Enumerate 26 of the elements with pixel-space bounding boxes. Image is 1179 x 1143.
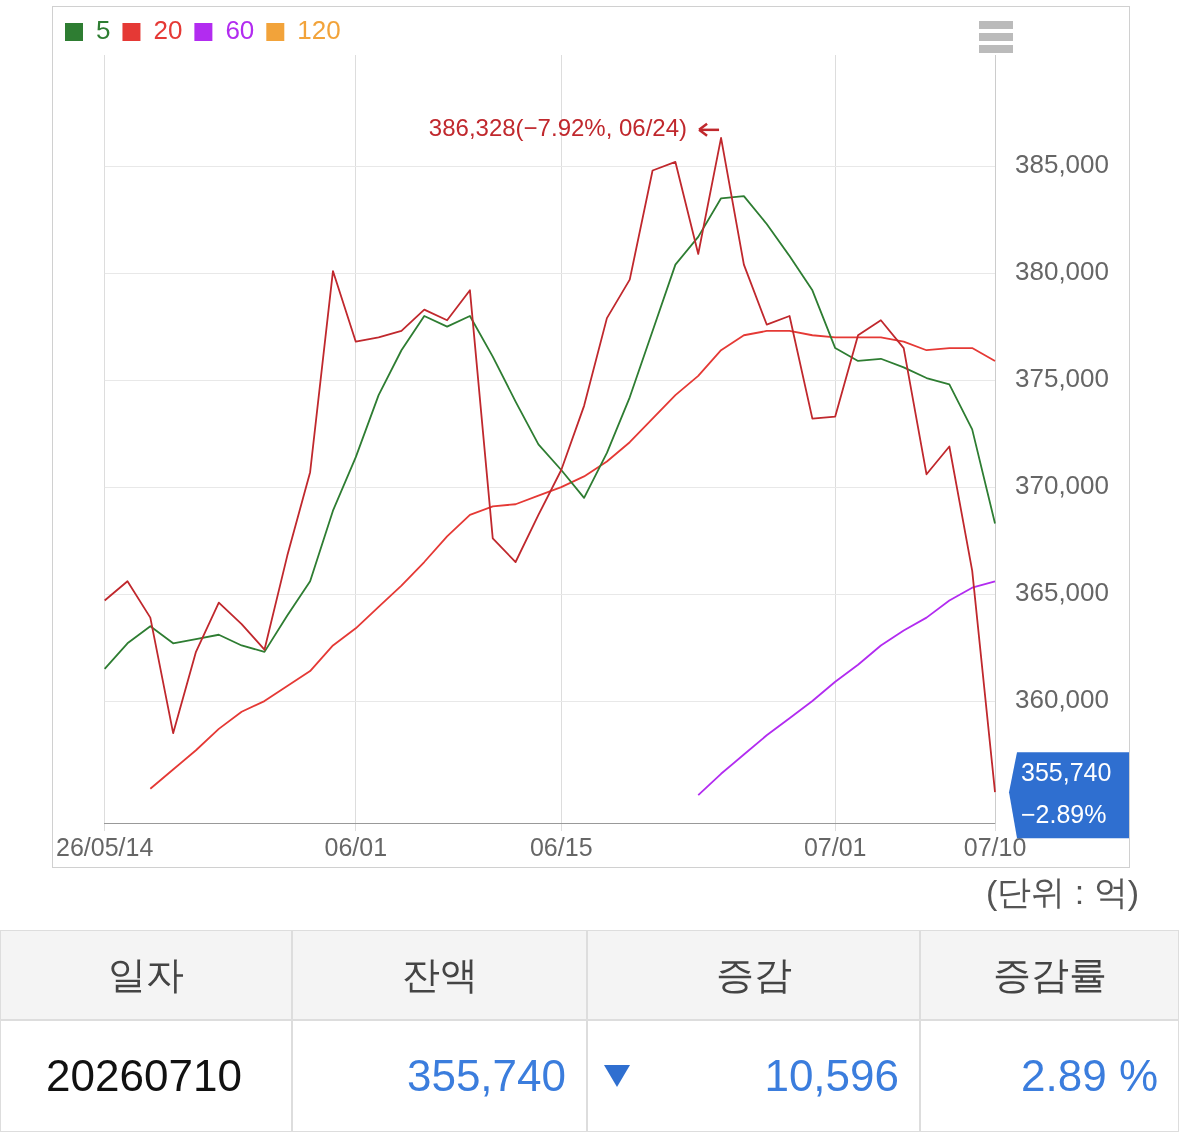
category-label: 증감 <box>587 930 920 1020</box>
y-tick-label: 380,000 <box>1015 256 1109 287</box>
x-tick-label: 26/05/14 <box>55 832 154 861</box>
category-label: 증감률 <box>920 930 1179 1020</box>
text: 355,740 <box>292 1020 587 1132</box>
y-tick-label: 385,000 <box>1015 149 1109 180</box>
y-tick-label: 370,000 <box>1015 470 1109 501</box>
x-tick-label: 07/01 <box>803 832 867 861</box>
x-tick-label: 06/01 <box>324 832 388 861</box>
x-tick-label: 07/10 <box>963 832 1027 861</box>
y-tick-label: 360,000 <box>1015 684 1109 715</box>
x-tick-label: 06/15 <box>529 832 593 861</box>
text: (단위 : 억) <box>985 872 1140 913</box>
annotation: 386,328(−7.92%, 06/24) <box>428 114 688 142</box>
text: 20260710 <box>0 1020 292 1132</box>
y-tick-label: 365,000 <box>1015 577 1109 608</box>
legend-label: 20 <box>153 15 183 46</box>
text: 2.89 % <box>920 1020 1179 1132</box>
category-label: 잔액 <box>292 930 587 1020</box>
legend-label: 120 <box>297 15 341 46</box>
y-tick-label: 375,000 <box>1015 363 1109 394</box>
category-label: 일자 <box>0 930 292 1020</box>
legend-label: 5 <box>96 15 111 46</box>
text: 355,740 −2.89% <box>1021 758 1112 829</box>
legend-label: 60 <box>225 15 255 46</box>
text: 10,596 <box>764 1051 899 1101</box>
